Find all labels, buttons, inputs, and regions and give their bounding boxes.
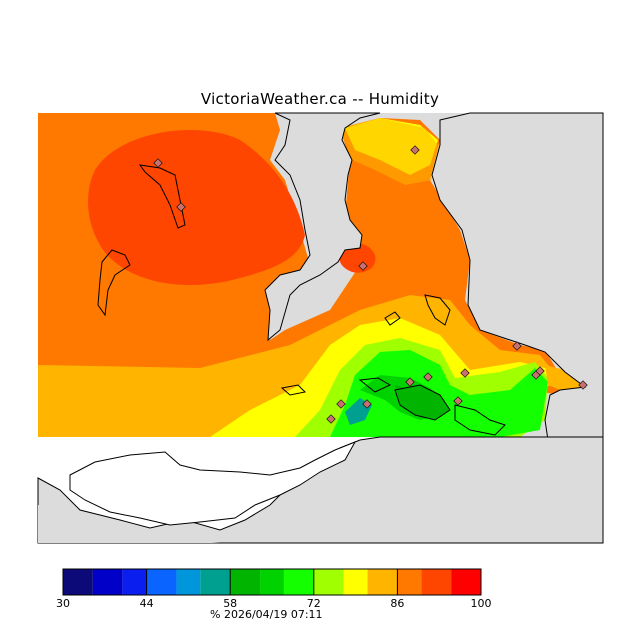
colorbar-unit: % [210,608,221,621]
colorbar-bin [313,569,344,595]
colorbar-bin [421,569,452,595]
colorbar-tick-label: 30 [56,597,70,610]
stations [153,145,588,424]
station-marker [405,377,415,387]
island-6 [394,384,451,421]
station-marker [362,399,372,409]
colorbar-ticks: 30 44 58 72 86 100 [56,569,492,610]
colorbar-bin [146,569,177,595]
station-marker [336,399,346,409]
field-amber-north [340,118,440,185]
timestamp: 2026/04/19 07:11 [223,608,323,621]
station-marker [535,366,545,376]
station-marker [176,202,186,212]
station-marker [453,396,463,406]
land-south-mainland [38,505,220,543]
station-marker [578,380,588,390]
colorbar-bin [260,569,284,595]
station-marker [460,368,470,378]
station-marker [153,158,163,168]
island-1 [138,164,186,229]
colorbar-bin [92,569,123,595]
station-marker [512,341,522,351]
colorbar-bin [63,569,93,595]
land-peninsula-north [264,112,381,342]
island-4 [384,311,401,326]
colorbar-bin [200,569,231,595]
island-5 [280,384,307,396]
colorbar-bin [343,569,368,595]
island-8 [454,404,506,436]
colorbar-bin [367,569,398,595]
colorbar-bin [230,569,261,595]
colorbar-tick-label: 100 [471,597,492,610]
unit-and-timestamp: % 2026/04/19 07:11 [210,608,323,621]
colorbar-bin [122,569,147,595]
lower-region [37,436,604,544]
island-7 [358,377,392,393]
station-marker [423,372,433,382]
islands [97,164,506,436]
field-amber [38,295,560,437]
island-white-outline [69,441,357,526]
field-green [330,350,548,437]
island-3 [424,294,451,326]
colorbar-tick-label: 44 [140,597,154,610]
station-marker [410,145,420,155]
colorbar-tick-label: 86 [390,597,404,610]
colorbar-bin [283,569,314,595]
colorbar-bin [176,569,201,595]
island-2 [97,249,131,317]
colorbar-bin [397,569,422,595]
colorbar-tick-label: 72 [307,597,321,610]
colorbar-bins [62,568,482,596]
station-marker [326,414,336,424]
station-marker [358,261,368,271]
page-title: VictoriaWeather.ca -- Humidity [200,90,440,108]
colorbar-bin [451,569,481,595]
field-east-tip [545,365,585,392]
colorbar-tick-label: 58 [223,597,237,610]
colorbar: 30 44 58 72 86 100 [56,568,492,610]
